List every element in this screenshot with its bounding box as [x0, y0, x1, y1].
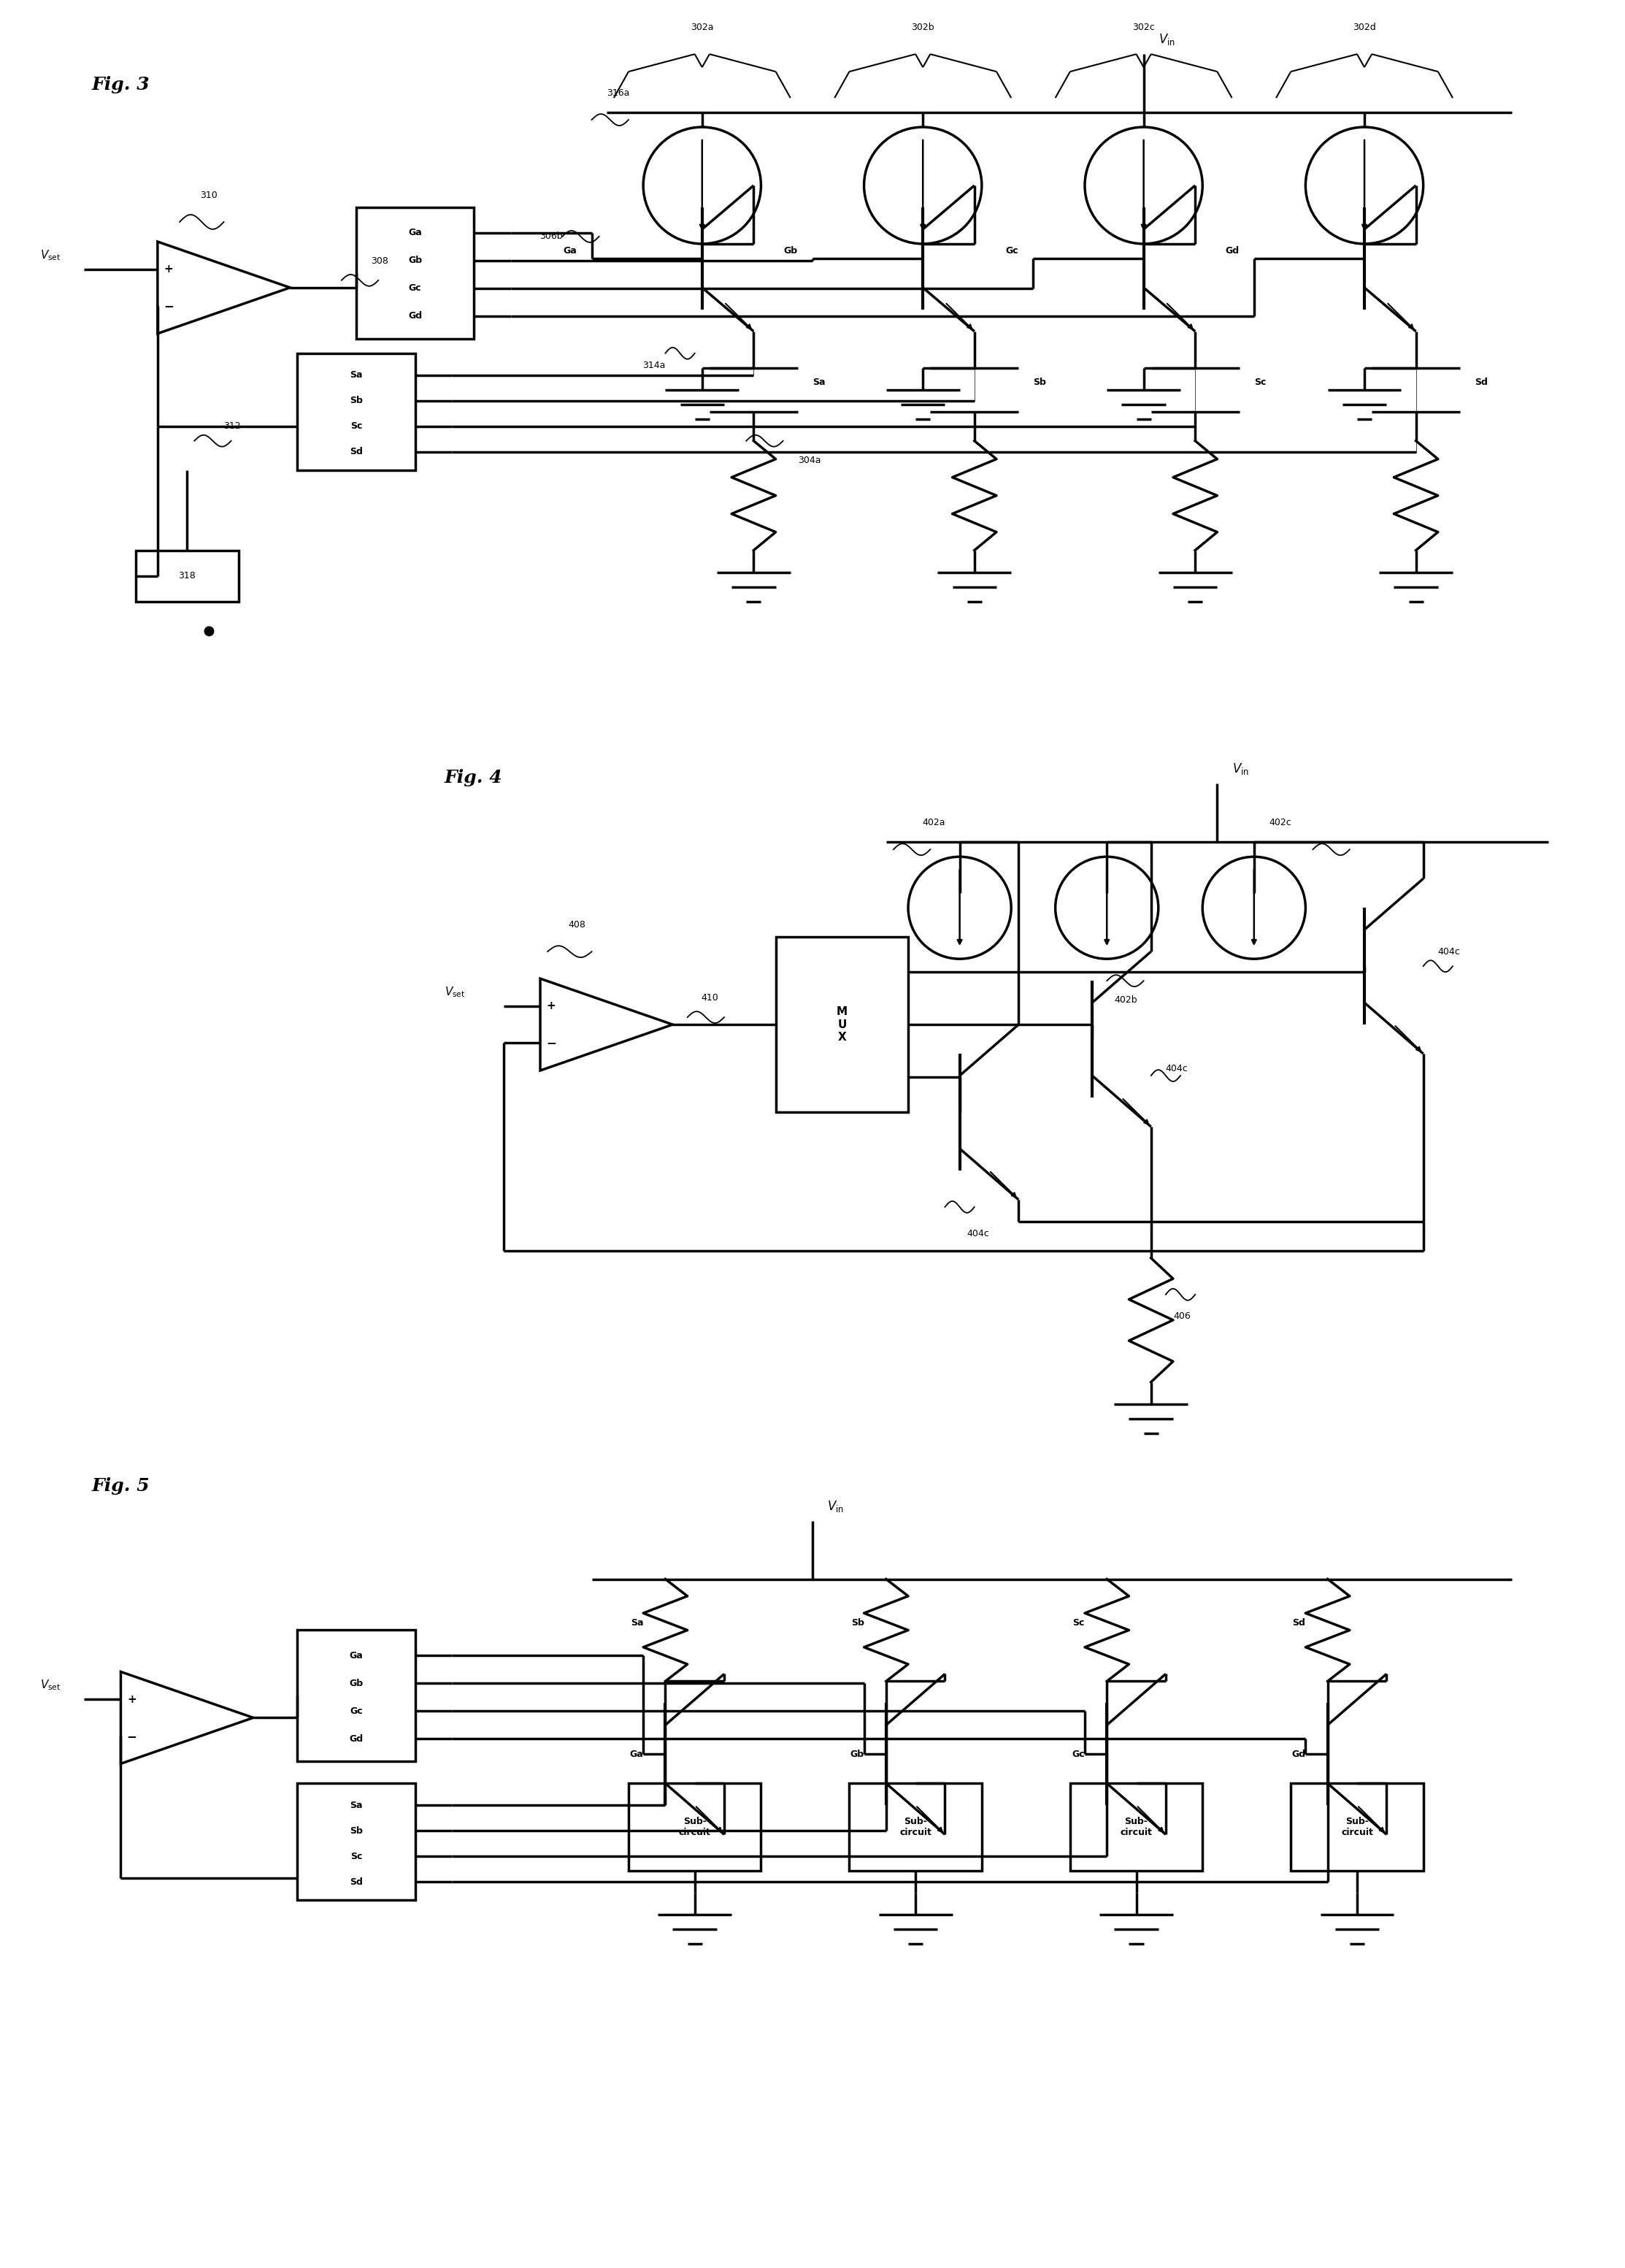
Text: Gc: Gc	[1072, 1749, 1086, 1760]
Text: Sd: Sd	[1292, 1617, 1305, 1628]
Text: 308: 308	[370, 256, 388, 265]
Bar	[356, 206, 474, 338]
Text: 318: 318	[179, 572, 195, 581]
Bar	[297, 354, 414, 469]
Bar	[775, 937, 908, 1111]
Bar	[629, 1783, 760, 1871]
Text: 404c: 404c	[1165, 1064, 1188, 1073]
Text: 404c: 404c	[1438, 946, 1461, 957]
Text: Sb: Sb	[1034, 379, 1046, 388]
Text: −: −	[164, 299, 174, 313]
Text: 306b: 306b	[540, 231, 562, 240]
Polygon shape	[540, 978, 673, 1070]
Text: Ga: Ga	[408, 229, 422, 238]
Text: Sb: Sb	[349, 397, 362, 406]
Text: Gb: Gb	[850, 1749, 865, 1760]
Text: Sa: Sa	[812, 379, 826, 388]
Text: Gd: Gd	[349, 1735, 364, 1744]
Bar	[297, 1783, 414, 1901]
Text: $V_{\rm set}$: $V_{\rm set}$	[445, 984, 465, 998]
Text: Gc: Gc	[1006, 247, 1019, 256]
Text: Fig. 5: Fig. 5	[91, 1476, 150, 1495]
Text: Sc: Sc	[1072, 1617, 1086, 1628]
Text: Gc: Gc	[349, 1706, 362, 1717]
Text: $V_{\rm set}$: $V_{\rm set}$	[41, 249, 60, 263]
Text: 302a: 302a	[691, 23, 713, 32]
Text: 404c: 404c	[967, 1229, 990, 1238]
Text: 402c: 402c	[1269, 819, 1292, 828]
Bar	[1069, 1783, 1202, 1871]
Text: 316a: 316a	[606, 88, 629, 98]
Text: Sub-
circuit: Sub- circuit	[900, 1817, 931, 1837]
Text: Sd: Sd	[349, 447, 362, 456]
Text: 314a: 314a	[642, 361, 665, 370]
Circle shape	[864, 127, 982, 245]
Text: 410: 410	[700, 993, 718, 1002]
Bar	[297, 1631, 414, 1762]
Text: Gc: Gc	[410, 284, 421, 293]
Text: 302c: 302c	[1133, 23, 1155, 32]
Text: 310: 310	[200, 191, 218, 200]
Text: $V_{\rm set}$: $V_{\rm set}$	[41, 1678, 60, 1692]
Text: 304a: 304a	[798, 456, 821, 465]
Text: Fig. 3: Fig. 3	[91, 77, 150, 93]
Text: 302d: 302d	[1354, 23, 1376, 32]
Text: Sc: Sc	[351, 1851, 362, 1862]
Text: Sub-
circuit: Sub- circuit	[1120, 1817, 1152, 1837]
Text: Sd: Sd	[349, 1878, 362, 1887]
Text: Gd: Gd	[408, 311, 422, 320]
Text: Sub-
circuit: Sub- circuit	[679, 1817, 710, 1837]
Text: −: −	[127, 1730, 136, 1742]
Circle shape	[644, 127, 760, 245]
Text: Sub-
circuit: Sub- circuit	[1341, 1817, 1373, 1837]
Text: $V_{\rm in}$: $V_{\rm in}$	[1232, 762, 1248, 776]
Text: Gd: Gd	[1292, 1749, 1305, 1760]
Text: 402a: 402a	[921, 819, 946, 828]
Text: Ga: Ga	[629, 1749, 644, 1760]
Bar	[135, 551, 239, 601]
Bar	[1290, 1783, 1424, 1871]
Text: $V_{\rm in}$: $V_{\rm in}$	[1159, 32, 1175, 48]
Text: M
U
X: M U X	[837, 1007, 848, 1043]
Text: 302b: 302b	[912, 23, 934, 32]
Text: +: +	[546, 1000, 556, 1012]
Text: Ga: Ga	[564, 247, 577, 256]
Text: Gb: Gb	[349, 1678, 364, 1687]
Text: Gb: Gb	[783, 247, 798, 256]
Text: Sd: Sd	[1476, 379, 1488, 388]
Circle shape	[1305, 127, 1424, 245]
Circle shape	[908, 857, 1011, 959]
Polygon shape	[158, 243, 289, 333]
Bar	[850, 1783, 982, 1871]
Text: −: −	[546, 1036, 556, 1050]
Text: Sc: Sc	[351, 422, 362, 431]
Text: Sa: Sa	[630, 1617, 644, 1628]
Text: Fig. 4: Fig. 4	[445, 769, 502, 787]
Text: Sc: Sc	[1254, 379, 1266, 388]
Text: +: +	[127, 1694, 136, 1706]
Text: $V_{\rm in}$: $V_{\rm in}$	[827, 1499, 843, 1513]
Text: 312: 312	[224, 422, 240, 431]
Text: Sb: Sb	[349, 1826, 362, 1835]
Polygon shape	[120, 1672, 253, 1765]
Circle shape	[1086, 127, 1202, 245]
Circle shape	[1202, 857, 1305, 959]
Text: Sa: Sa	[349, 370, 362, 381]
Text: Ga: Ga	[349, 1651, 362, 1660]
Text: 406: 406	[1173, 1311, 1191, 1322]
Text: Sa: Sa	[349, 1801, 362, 1810]
Text: +: +	[164, 263, 174, 274]
Text: 402b: 402b	[1115, 996, 1138, 1005]
Text: 408: 408	[569, 921, 585, 930]
Text: Sb: Sb	[852, 1617, 864, 1628]
Text: Gd: Gd	[1225, 247, 1240, 256]
Circle shape	[1055, 857, 1159, 959]
Text: Gb: Gb	[408, 256, 422, 265]
